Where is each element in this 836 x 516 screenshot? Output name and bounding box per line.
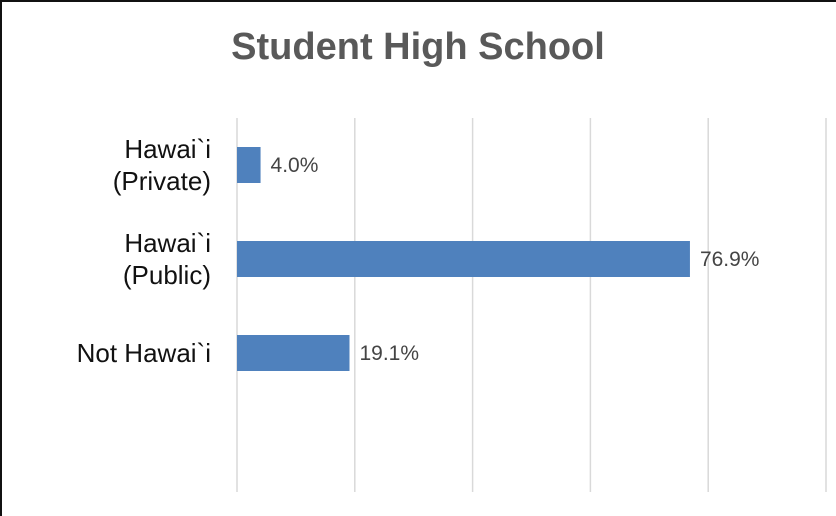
bar [237,335,350,371]
category-label: Hawai`i [124,134,211,164]
bar [237,147,261,183]
category-label: (Private) [113,166,211,196]
data-label: 4.0% [271,154,319,177]
bar [237,241,690,277]
category-label: (Public) [123,260,211,290]
category-label: Not Hawai`i [77,338,211,368]
data-label: 19.1% [359,342,419,365]
category-label: Hawai`i [124,228,211,258]
chart-title: Student High School [231,26,605,68]
data-label: 76.9% [700,248,760,271]
